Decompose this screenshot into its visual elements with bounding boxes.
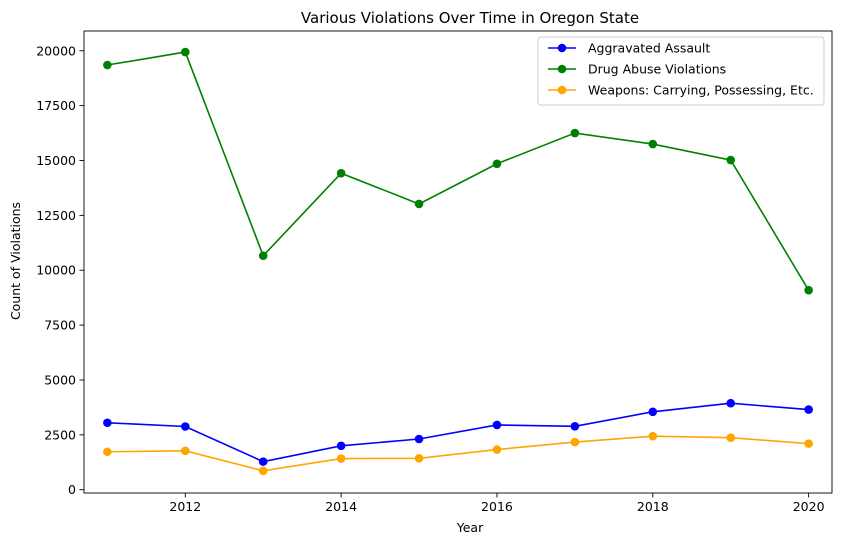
legend-box	[537, 36, 825, 106]
data-point	[570, 437, 580, 447]
series-line-2	[107, 435, 809, 472]
data-point	[258, 466, 268, 476]
y-tick-label: 20000	[36, 43, 76, 58]
y-tick-label: 5000	[44, 372, 76, 387]
data-point	[180, 422, 190, 431]
data-point	[726, 398, 736, 408]
legend-marker	[557, 43, 567, 53]
data-point	[180, 47, 190, 57]
legend-marker	[557, 85, 567, 95]
data-point	[492, 445, 502, 454]
legend-label: Drug Abuse Violations	[588, 62, 726, 77]
legend: Aggravated Assault Drug Abuse Violations W…	[537, 36, 825, 106]
y-tick-label: 15000	[36, 153, 76, 168]
data-point	[180, 446, 190, 456]
y-tick-label: 7500	[44, 318, 76, 333]
data-point	[726, 155, 736, 165]
data-point	[648, 139, 658, 149]
data-point	[414, 199, 424, 209]
data-point	[804, 285, 813, 295]
x-axis-label: Year	[456, 520, 484, 535]
data-point	[492, 420, 502, 430]
data-point	[570, 128, 580, 138]
x-tick-label: 2012	[169, 499, 201, 514]
data-point	[726, 433, 736, 442]
data-point	[414, 434, 424, 444]
data-point	[336, 454, 346, 463]
series-line-1	[107, 51, 810, 291]
data-point	[336, 168, 346, 178]
data-point	[103, 60, 112, 70]
data-point	[648, 431, 658, 441]
x-tick-label: 2014	[325, 499, 357, 514]
data-point	[570, 421, 580, 431]
chart-title: Various Violations Over Time in Oregon S…	[301, 9, 639, 27]
y-tick-label: 17500	[36, 98, 76, 113]
data-point	[103, 447, 112, 457]
legend-label: Aggravated Assault	[588, 41, 710, 56]
legend-label: Weapons: Carrying, Possessing, Etc.	[588, 83, 814, 98]
data-point	[492, 159, 502, 169]
series-line-0	[107, 402, 809, 463]
legend-marker	[557, 64, 567, 74]
data-point	[258, 457, 268, 466]
data-point	[804, 405, 813, 414]
data-point	[103, 418, 112, 428]
y-tick-label: 10000	[36, 263, 76, 278]
data-point	[648, 407, 658, 417]
x-tick-label: 2020	[793, 499, 825, 514]
x-tick-label: 2016	[481, 499, 513, 514]
data-point	[336, 441, 346, 451]
y-axis-label: Count of Violations	[8, 202, 23, 320]
y-tick-label: 2500	[44, 427, 76, 442]
y-tick-label: 0	[68, 482, 76, 497]
data-point	[414, 454, 424, 463]
x-tick-label: 2018	[637, 499, 669, 514]
y-tick-label: 12500	[36, 208, 76, 223]
data-point	[258, 251, 268, 261]
data-point	[804, 439, 813, 448]
plot-frame	[83, 30, 833, 494]
plot-area: 2012 2014 2016 2018 2020 0 2500 5000 7500 10000 12…	[36, 30, 833, 514]
